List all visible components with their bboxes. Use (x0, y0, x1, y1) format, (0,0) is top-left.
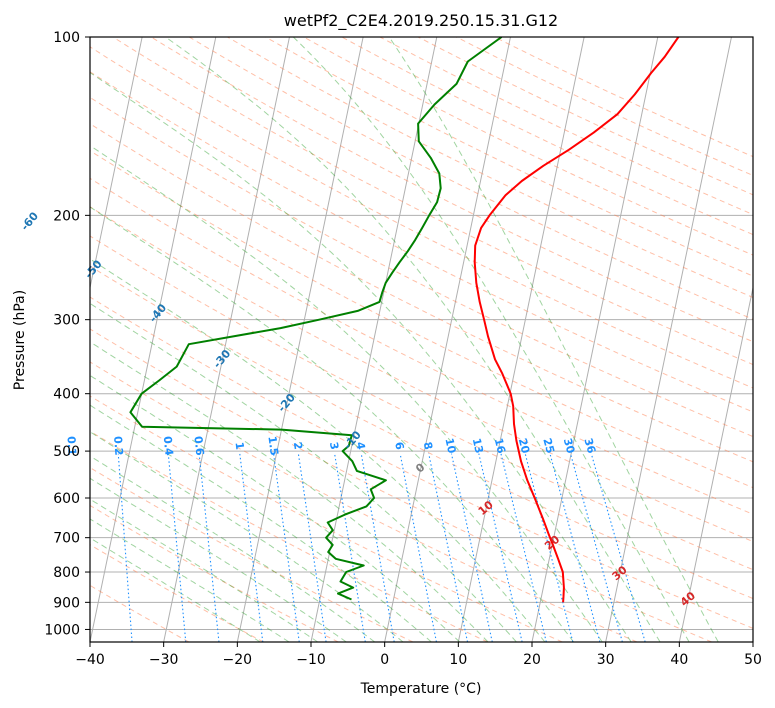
mixing-ratio-label: 2 (291, 441, 305, 450)
x-tick-label: 30 (597, 652, 615, 668)
plot-frame (89, 36, 754, 643)
isotherm-line (531, 37, 659, 642)
moist-adiabat-line (90, 145, 603, 642)
y-tick-label: 400 (53, 387, 80, 403)
y-axis-label: Pressure (hPa) (12, 290, 28, 390)
mixing-ratio-label: 13 (470, 437, 486, 455)
dry-adiabat-line (341, 37, 753, 236)
dry-adiabat-line (112, 37, 753, 366)
dry-adiabat-line (90, 123, 753, 463)
isotherm-line (90, 37, 217, 642)
dry-adiabat-line (90, 467, 414, 642)
mixing-ratio-line (428, 453, 469, 642)
mixing-ratio-line (569, 453, 623, 642)
background-lines (90, 37, 753, 642)
x-tick-label: −40 (75, 652, 105, 668)
mixing-ratio-label: 6 (392, 441, 406, 451)
mixing-ratio-label: 0.6 (191, 435, 206, 456)
moist-adiabat-line (90, 404, 432, 642)
y-tick-label: 700 (53, 531, 80, 547)
mixing-ratio-line (478, 453, 523, 642)
moist-adiabat-line (90, 477, 347, 642)
dry-adiabat-line (90, 235, 753, 571)
mixing-ratio-label: 0.1 (64, 436, 78, 456)
dry-adiabat-line (90, 328, 712, 642)
isotherm-line (457, 37, 585, 642)
dry-adiabat-line (90, 71, 753, 413)
dry-adiabat-line (265, 37, 753, 277)
isotherm-line (384, 37, 511, 642)
x-axis-label: Temperature (°C) (360, 681, 482, 697)
x-tick-label: 10 (449, 652, 467, 668)
isotherm-line (310, 37, 438, 642)
mixing-ratio-line (590, 453, 646, 642)
moist-adiabat-line (90, 206, 574, 642)
temperature-profile-line (473, 37, 680, 603)
mixing-ratio-label: 30 (561, 437, 578, 456)
moist-adiabat-line (388, 37, 719, 642)
y-tick-label: 100 (53, 30, 80, 46)
moist-adiabat-line (90, 258, 546, 642)
y-tick-label: 1000 (44, 622, 80, 638)
moist-adiabat-line (90, 455, 376, 642)
x-tick-label: 50 (744, 652, 762, 668)
mixing-ratio-label: 1 (232, 441, 246, 450)
y-tick-label: 300 (53, 313, 80, 329)
moist-adiabat-line (90, 518, 290, 642)
moist-adiabat-line (90, 537, 261, 642)
y-tick-label: 200 (53, 208, 80, 224)
dry-adiabat-line (90, 430, 488, 642)
y-tick-label: 800 (53, 565, 80, 581)
moist-adiabat-line (165, 37, 661, 642)
isotherm-line (678, 285, 753, 642)
mixing-ratio-line (117, 453, 133, 642)
x-tick-label: −30 (149, 652, 179, 668)
x-tick-label: 20 (523, 652, 541, 668)
mixing-ratio-line (549, 453, 601, 642)
y-tick-label: 600 (53, 491, 80, 507)
mixing-ratio-label: 0.2 (111, 436, 125, 456)
mixing-ratio-label: 0.4 (161, 436, 176, 457)
mixing-ratio-label: 4 (353, 441, 367, 451)
dewpoint-profile-line (129, 37, 503, 601)
dry-adiabat-line (494, 37, 753, 158)
chart-title: wetPf2_C2E4.2019.250.15.31.G12 (284, 11, 558, 31)
x-tick-label: 40 (670, 652, 688, 668)
isotherm-line (90, 37, 143, 291)
mixing-ratio-line (450, 453, 493, 642)
moist-adiabat-line (90, 374, 461, 642)
profiles (129, 37, 680, 603)
dry-adiabat-line (150, 37, 753, 343)
moist-adiabat-line (90, 302, 517, 642)
x-tick-label: −10 (296, 652, 326, 668)
mixing-ratio-label: 10 (442, 437, 458, 455)
mixing-ratio-label: 20 (516, 437, 532, 455)
y-tick-label: 500 (53, 444, 80, 460)
dry-adiabat-line (90, 96, 753, 438)
mixing-ratio-label: 1.5 (265, 435, 281, 456)
x-tick-label: 0 (380, 652, 389, 668)
mixing-ratio-line (500, 453, 547, 642)
isotherm-line (163, 37, 290, 642)
mixing-ratio-label: 36 (581, 437, 598, 456)
moist-adiabat-line (90, 431, 404, 642)
isotherm-line (236, 37, 364, 642)
mixing-ratio-label: 25 (540, 437, 556, 455)
mixing-ratio-label: 8 (421, 441, 435, 451)
x-tick-label: −20 (223, 652, 253, 668)
mixing-ratio-label: 16 (492, 437, 508, 455)
dry-adiabat-line (379, 37, 753, 216)
mixing-ratio-label: 3 (327, 441, 341, 451)
dry-adiabat-line (90, 150, 753, 489)
dry-adiabat-line (456, 37, 753, 177)
y-tick-label: 900 (53, 595, 80, 611)
moist-adiabat-line (90, 498, 318, 642)
mixing-ratio-line (524, 453, 574, 642)
x-axis-ticks: −40 −30 −20 −10 0 10 20 30 40 50 (75, 642, 762, 668)
y-axis-ticks: 100 200 300 400 500 600 700 800 900 1000 (44, 30, 90, 638)
moist-adiabat-line (90, 71, 632, 642)
